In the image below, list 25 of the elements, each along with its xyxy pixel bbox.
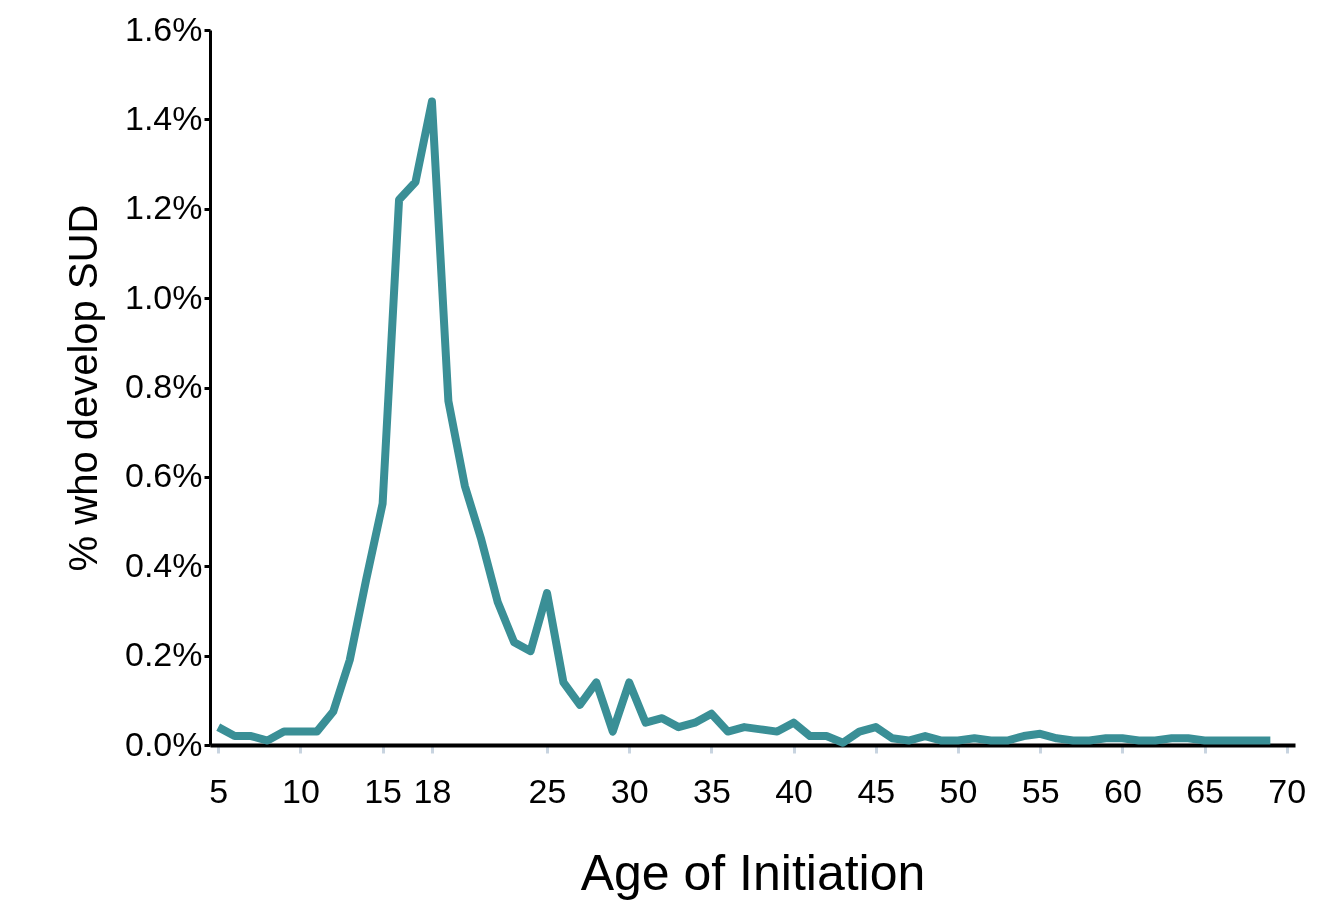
y-tick-label: 0.2% <box>125 635 203 674</box>
x-tick-label: 70 <box>1268 771 1307 810</box>
x-tick-label: 40 <box>775 771 814 810</box>
y-tick-label: 1.6% <box>125 9 203 48</box>
x-tick-label: 25 <box>528 771 567 810</box>
x-axis-title: Age of Initiation <box>580 844 926 901</box>
x-tick-label: 15 <box>364 771 403 810</box>
x-tick-label: 45 <box>857 771 896 810</box>
y-tick-label: 0.8% <box>125 367 203 405</box>
x-tick-label: 50 <box>939 771 978 810</box>
y-tick-label: 0.4% <box>125 545 203 584</box>
y-tick-label: 1.0% <box>125 277 203 316</box>
x-tick-label: 35 <box>692 771 731 810</box>
y-tick-label: 0.0% <box>125 724 203 763</box>
x-tick-label: 60 <box>1103 771 1142 810</box>
x-tick-label: 30 <box>610 771 649 810</box>
x-tick-label: 10 <box>282 771 320 810</box>
x-tick-label: 55 <box>1021 771 1060 810</box>
y-tick-label: 1.2% <box>125 188 203 227</box>
x-tick-label: 5 <box>209 771 229 810</box>
x-tick-label: 65 <box>1186 771 1224 810</box>
y-tick-label: 0.6% <box>125 456 203 495</box>
y-tick-label: 1.4% <box>125 98 203 137</box>
x-tick-label: 18 <box>413 771 452 810</box>
y-axis-title: % who develop SUD <box>61 204 105 572</box>
